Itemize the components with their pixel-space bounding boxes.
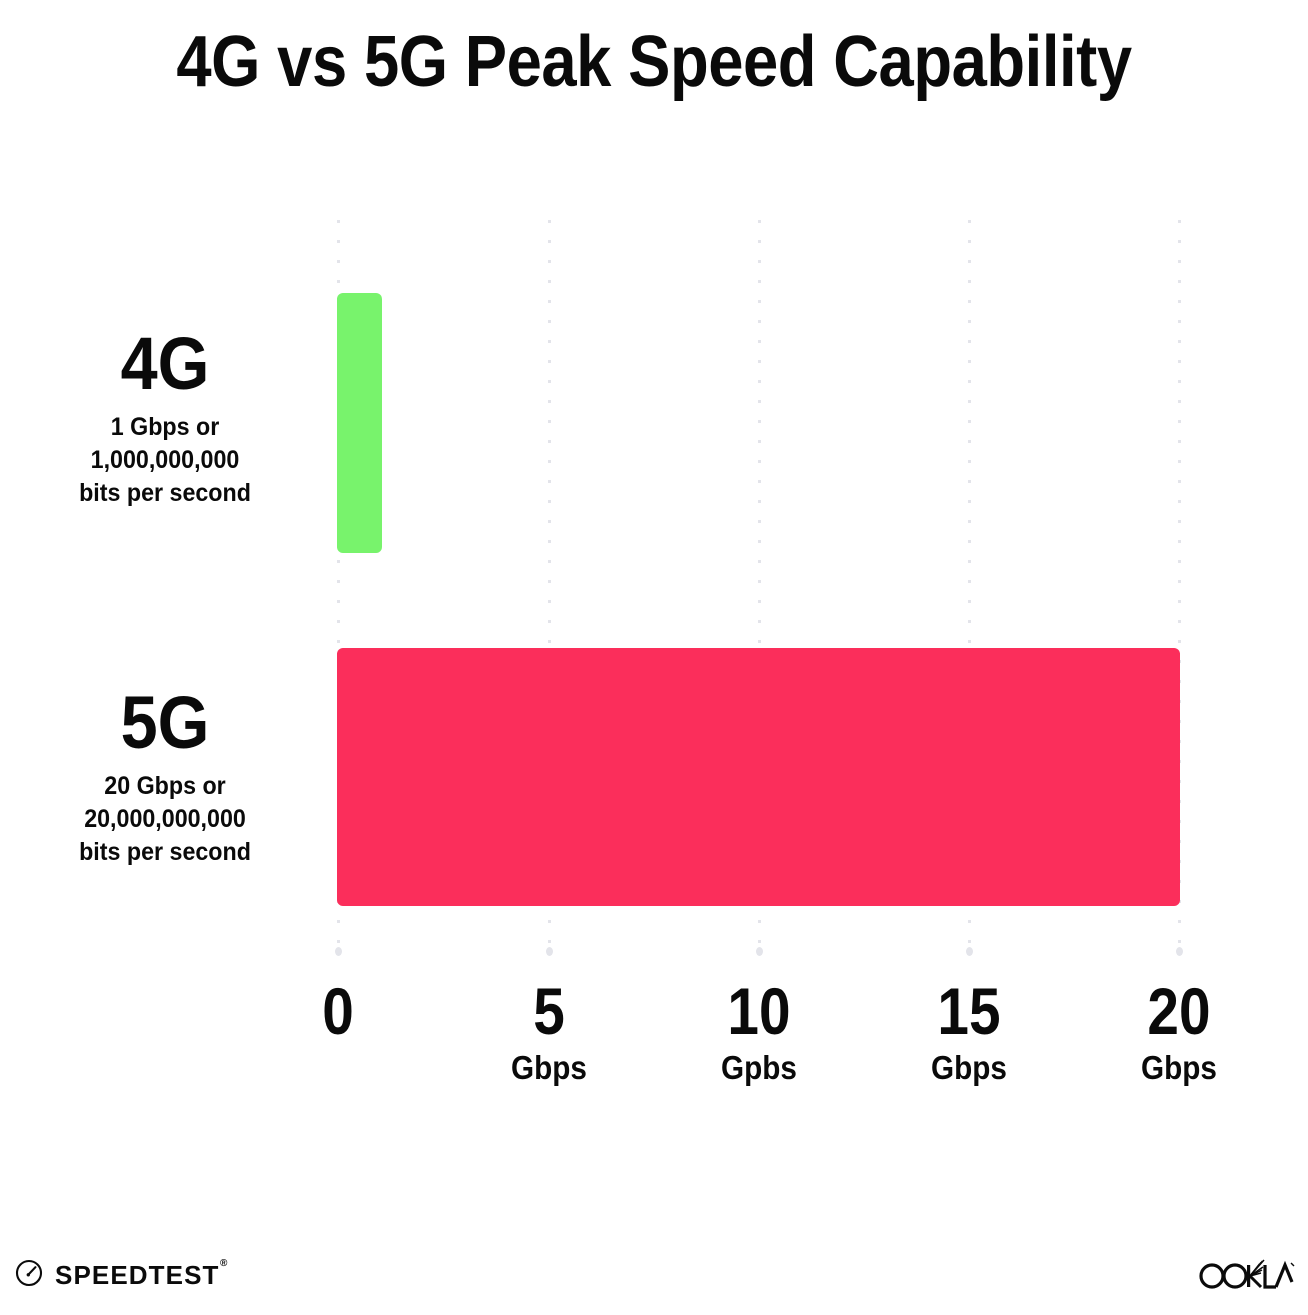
- category-sublabel-4g-line2: 1,000,000,000: [90, 446, 240, 474]
- category-sublabel-4g-line3: bits per second: [79, 479, 251, 507]
- gridline-0: [335, 220, 342, 956]
- xtick-15-number: 15: [937, 974, 1001, 1048]
- xtick-15: 15 Gbps: [869, 978, 1069, 1086]
- gridline-end-dot: [1176, 947, 1183, 956]
- category-label-4g: 4G 1 Gbps or 1,000,000,000 bits per seco…: [15, 327, 315, 510]
- category-sublabel-5g: 20 Gbps or 20,000,000,000 bits per secon…: [26, 770, 305, 869]
- xtick-10-number: 10: [727, 974, 791, 1048]
- gridline-end-dot: [966, 947, 973, 956]
- gridline-20: [1176, 220, 1183, 956]
- xtick-20-unit: Gbps: [1141, 1049, 1217, 1086]
- speedtest-logo: SPEEDTEST ®: [14, 1258, 227, 1293]
- gridline-end-dot: [546, 947, 553, 956]
- category-name-5g: 5G: [120, 681, 210, 764]
- gridline-15: [966, 220, 973, 956]
- speedtest-wordmark: SPEEDTEST ®: [55, 1258, 227, 1291]
- category-sublabel-5g-line2: 20,000,000,000: [84, 805, 246, 833]
- xtick-0-number: 0: [322, 974, 354, 1048]
- ookla-wordmark-icon: [1199, 1259, 1295, 1289]
- category-sublabel-5g-line3: bits per second: [79, 838, 251, 866]
- gridline-end-dot: [756, 947, 763, 956]
- xtick-20: 20 Gbps: [1079, 978, 1279, 1086]
- xtick-5-unit: Gbps: [511, 1049, 587, 1086]
- ookla-logo: [1199, 1254, 1295, 1296]
- xtick-15-unit: Gbps: [931, 1049, 1007, 1086]
- xtick-5: 5 Gbps: [449, 978, 649, 1086]
- xtick-0: 0: [238, 978, 438, 1050]
- category-sublabel-5g-line1: 20 Gbps or: [104, 772, 226, 800]
- category-sublabel-4g: 1 Gbps or 1,000,000,000 bits per second: [26, 411, 305, 510]
- xtick-10: 10 Gpbs: [659, 978, 859, 1086]
- speedtest-wordmark-text: SPEEDTEST: [55, 1260, 220, 1290]
- speedometer-icon: [14, 1258, 44, 1293]
- category-sublabel-4g-line1: 1 Gbps or: [110, 413, 220, 441]
- gridline-10: [756, 220, 763, 956]
- bar-5g: [337, 648, 1180, 906]
- gridline-end-dot: [335, 947, 342, 956]
- page-title: 4G vs 5G Peak Speed Capability: [176, 22, 1132, 102]
- bar-4g: [337, 293, 382, 553]
- category-label-5g: 5G 20 Gbps or 20,000,000,000 bits per se…: [15, 686, 315, 869]
- speedtest-trademark-icon: ®: [220, 1258, 229, 1269]
- gridline-5: [546, 220, 553, 956]
- xtick-20-number: 20: [1147, 974, 1211, 1048]
- xtick-5-number: 5: [533, 974, 565, 1048]
- category-name-4g: 4G: [120, 322, 210, 405]
- xtick-10-unit: Gpbs: [721, 1049, 797, 1086]
